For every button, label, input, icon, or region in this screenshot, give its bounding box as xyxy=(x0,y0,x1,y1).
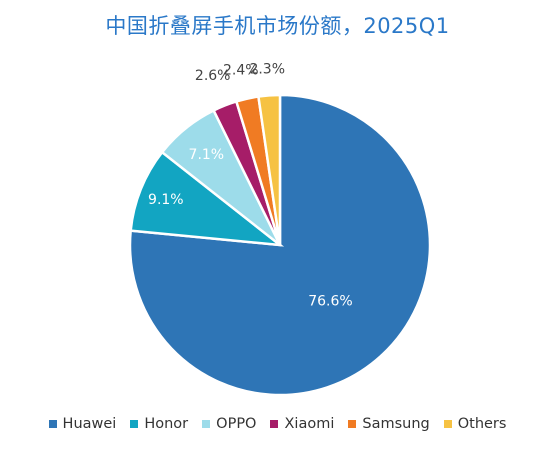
pie-slice-honor xyxy=(129,150,285,247)
legend-swatch-honor xyxy=(130,420,139,428)
legend-swatch-others xyxy=(443,420,452,428)
data-label-oppo: 7.1% xyxy=(189,147,225,163)
chart-title: 中国折叠屏手机市场份额，2025Q1 xyxy=(105,14,450,38)
data-label-xiaomi: 2.6% xyxy=(195,68,231,84)
legend-label-oppo: OPPO xyxy=(216,416,257,432)
legend-item-honor: Honor xyxy=(130,416,188,432)
legend-swatch-samsung xyxy=(348,420,357,428)
data-label-honor: 9.1% xyxy=(148,192,184,208)
legend-label-huawei: Huawei xyxy=(62,416,117,432)
legend-item-samsung: Samsung xyxy=(348,416,430,432)
legend-swatch-xiaomi xyxy=(270,420,279,428)
legend-swatch-huawei xyxy=(48,420,57,428)
legend-label-samsung: Samsung xyxy=(362,416,430,432)
legend-label-others: Others xyxy=(457,416,507,432)
legend-label-xiaomi: Xiaomi xyxy=(284,416,335,432)
data-label-samsung: 2.4% xyxy=(223,62,259,78)
legend-item-xiaomi: Xiaomi xyxy=(270,416,334,432)
legend-label-honor: Honor xyxy=(144,416,189,432)
legend-swatch-oppo xyxy=(202,420,211,428)
data-label-huawei: 76.6% xyxy=(308,294,352,310)
data-label-others: 2.3% xyxy=(249,61,285,77)
pie-slice-others xyxy=(257,93,282,246)
legend-item-oppo: OPPO xyxy=(202,416,256,432)
legend: Huawei Honor OPPO Xiaomi Samsung Others xyxy=(0,416,555,432)
legend-item-huawei: Huawei xyxy=(48,416,117,432)
legend-item-others: Others xyxy=(443,416,507,432)
